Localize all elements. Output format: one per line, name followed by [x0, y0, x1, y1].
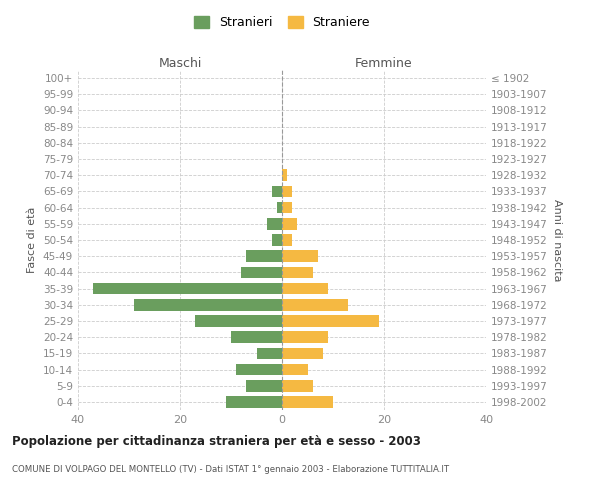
- Bar: [231, 332, 282, 343]
- Bar: [226, 396, 282, 407]
- Bar: [257, 348, 282, 359]
- Legend: Stranieri, Straniere: Stranieri, Straniere: [189, 11, 375, 34]
- Text: Popolazione per cittadinanza straniera per età e sesso - 2003: Popolazione per cittadinanza straniera p…: [12, 435, 421, 448]
- Bar: [196, 315, 282, 327]
- Bar: [282, 348, 323, 359]
- Bar: [282, 315, 379, 327]
- Bar: [282, 364, 308, 376]
- Bar: [282, 202, 292, 213]
- Bar: [236, 364, 282, 376]
- Bar: [247, 250, 282, 262]
- Text: Femmine: Femmine: [355, 57, 413, 70]
- Bar: [282, 170, 287, 181]
- Bar: [134, 299, 282, 310]
- Bar: [282, 266, 313, 278]
- Bar: [241, 266, 282, 278]
- Bar: [282, 218, 298, 230]
- Bar: [282, 282, 328, 294]
- Bar: [247, 380, 282, 392]
- Bar: [267, 218, 282, 230]
- Text: COMUNE DI VOLPAGO DEL MONTELLO (TV) - Dati ISTAT 1° gennaio 2003 - Elaborazione : COMUNE DI VOLPAGO DEL MONTELLO (TV) - Da…: [12, 465, 449, 474]
- Bar: [277, 202, 282, 213]
- Bar: [282, 396, 333, 407]
- Bar: [282, 332, 328, 343]
- Bar: [272, 186, 282, 198]
- Bar: [282, 186, 292, 198]
- Bar: [94, 282, 282, 294]
- Text: Maschi: Maschi: [158, 57, 202, 70]
- Bar: [282, 250, 318, 262]
- Y-axis label: Fasce di età: Fasce di età: [28, 207, 37, 273]
- Bar: [282, 380, 313, 392]
- Y-axis label: Anni di nascita: Anni di nascita: [551, 198, 562, 281]
- Bar: [272, 234, 282, 246]
- Bar: [282, 234, 292, 246]
- Bar: [282, 299, 349, 310]
